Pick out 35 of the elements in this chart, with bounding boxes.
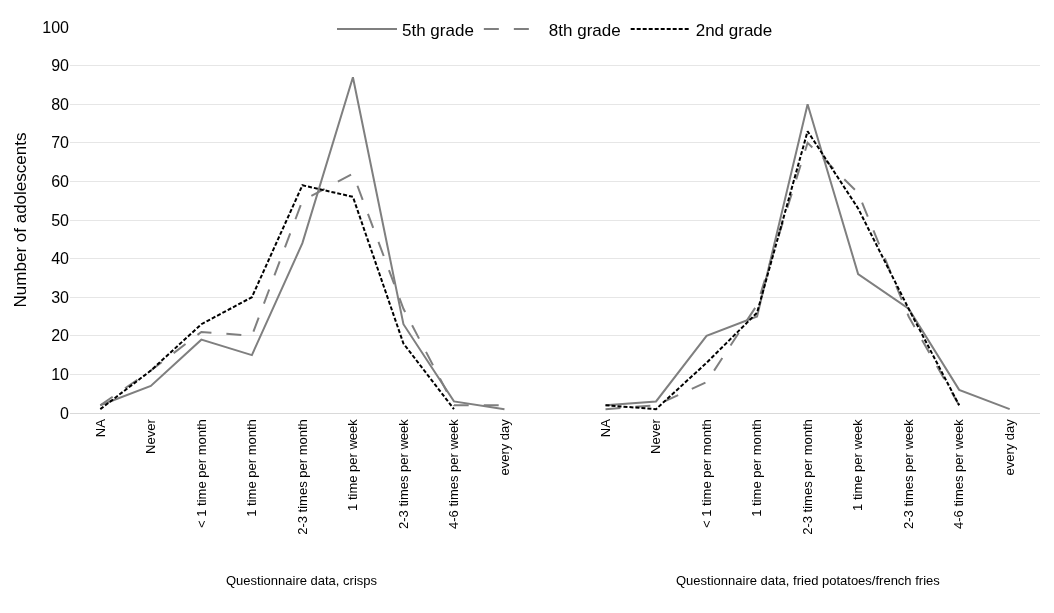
y-tick-label: 100 [42,18,70,36]
x-tick-label: 4-6 times per week [951,418,967,530]
x-tick-label: every day [496,418,512,476]
x-tick-label: 4-6 times per week [446,418,462,530]
x-tick-label: every day [1001,418,1017,476]
x-tick-label: 2-3 times per month [799,419,815,535]
x-tick-label: < 1 time per month [193,419,209,528]
y-tick-label: 90 [51,57,70,75]
x-tick-label: < 1 time per month [698,419,714,528]
x-tick-label: 1 time per month [244,419,260,517]
y-tick-label: 80 [51,95,70,113]
text: Questionnaire data, fried potatoes/french fries [676,573,941,588]
y-tick-label: 60 [51,173,70,190]
y-tick-label: 20 [51,327,70,345]
y-tick-label: 70 [51,134,70,152]
x-tick-label: Never [648,418,664,454]
text: Questionnaire data, crisps [226,573,378,588]
y-tick-label: 30 [51,288,70,306]
x-tick-label: 2-3 times per week [395,418,411,530]
legend-label: 5th grade [402,20,474,40]
x-tick-label: NA [92,418,108,438]
legend-label: 2nd grade [695,20,773,40]
y-tick-label: 0 [60,404,70,422]
legend-label: 8th grade [548,20,621,40]
y-axis-title: Number of adolescents [11,132,30,308]
x-tick-label: 2-3 times per week [900,418,916,530]
y-tick-label: 40 [51,250,70,268]
x-tick-label: 1 time per week [850,418,866,511]
y-tick-label: 10 [51,366,70,383]
x-tick-label: 2-3 times per month [294,419,310,535]
x-tick-label: 1 time per week [345,418,361,511]
x-tick-label: NA [597,418,613,438]
x-tick-label: Never [143,418,159,454]
x-tick-label: 1 time per month [749,419,765,517]
y-tick-label: 50 [51,211,70,229]
